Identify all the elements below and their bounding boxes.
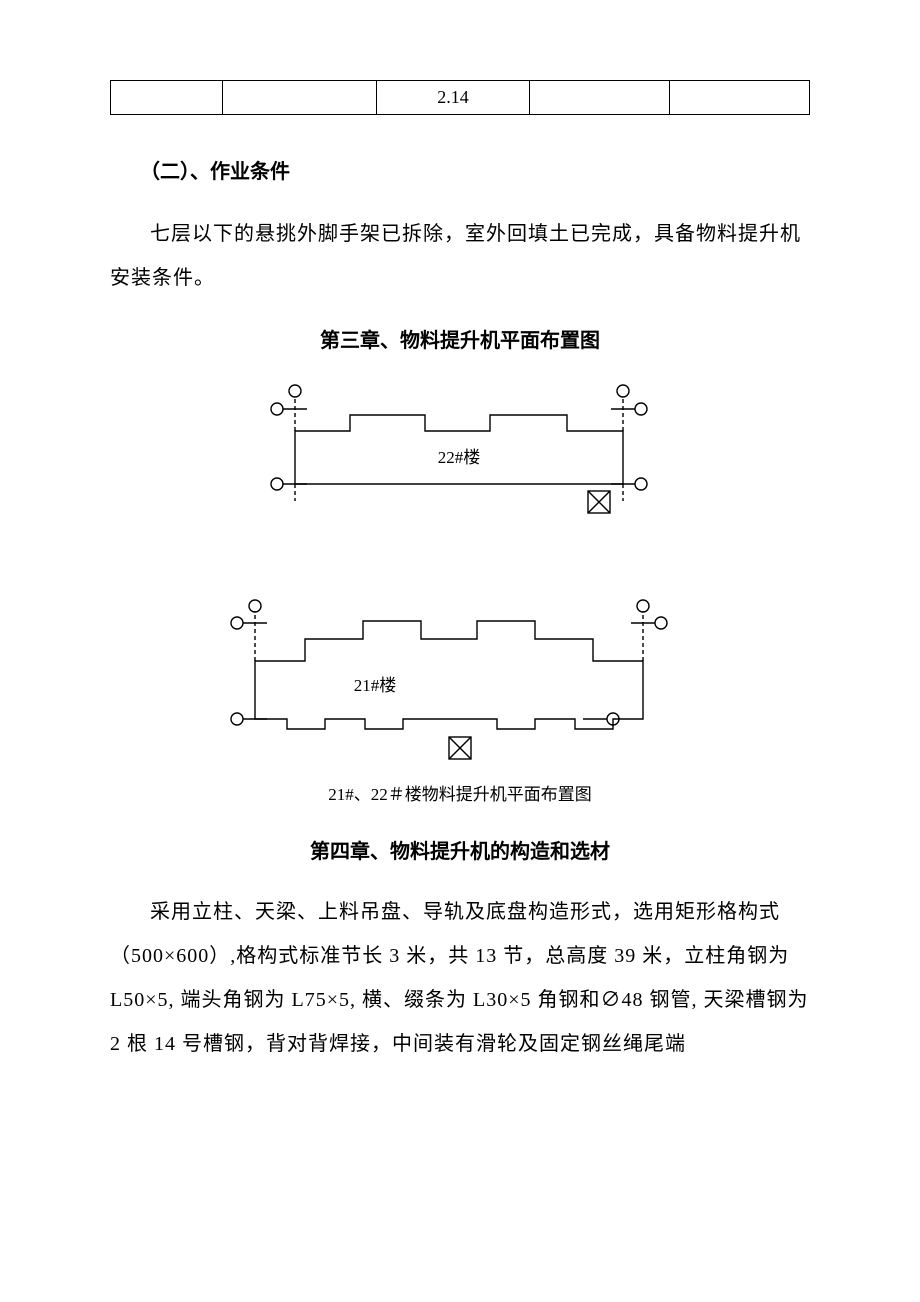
top-partial-table: 2.14 bbox=[110, 80, 810, 115]
chapter-4-title: 第四章、物料提升机的构造和选材 bbox=[110, 835, 810, 864]
chapter-4-para: 采用立柱、天梁、上料吊盘、导轨及底盘构造形式，选用矩形格构式（500×600）,… bbox=[110, 890, 810, 1066]
section-2-heading: （二）、作业条件 bbox=[140, 155, 810, 184]
diagram-22-label: 22#楼 bbox=[438, 448, 481, 467]
table-cell bbox=[222, 81, 376, 115]
diagram-21-label: 21#楼 bbox=[354, 676, 397, 695]
diagram-21: 21#楼 bbox=[215, 599, 705, 774]
table-row: 2.14 bbox=[111, 81, 810, 115]
table-cell: 2.14 bbox=[376, 81, 530, 115]
section-2-para: 七层以下的悬挑外脚手架已拆除，室外回填土已完成，具备物料提升机安装条件。 bbox=[110, 212, 810, 300]
diagrams-container: 22#楼 bbox=[110, 379, 810, 805]
table-cell bbox=[530, 81, 670, 115]
chapter-3-title: 第三章、物料提升机平面布置图 bbox=[110, 324, 810, 353]
diagram-caption: 21#、22＃楼物料提升机平面布置图 bbox=[215, 780, 705, 805]
diagram-21-wrap: 21#楼 21#、22＃楼物料提升机平面布置图 bbox=[215, 599, 705, 805]
table-cell bbox=[111, 81, 223, 115]
diagram-22: 22#楼 bbox=[235, 379, 685, 559]
table-cell bbox=[670, 81, 810, 115]
